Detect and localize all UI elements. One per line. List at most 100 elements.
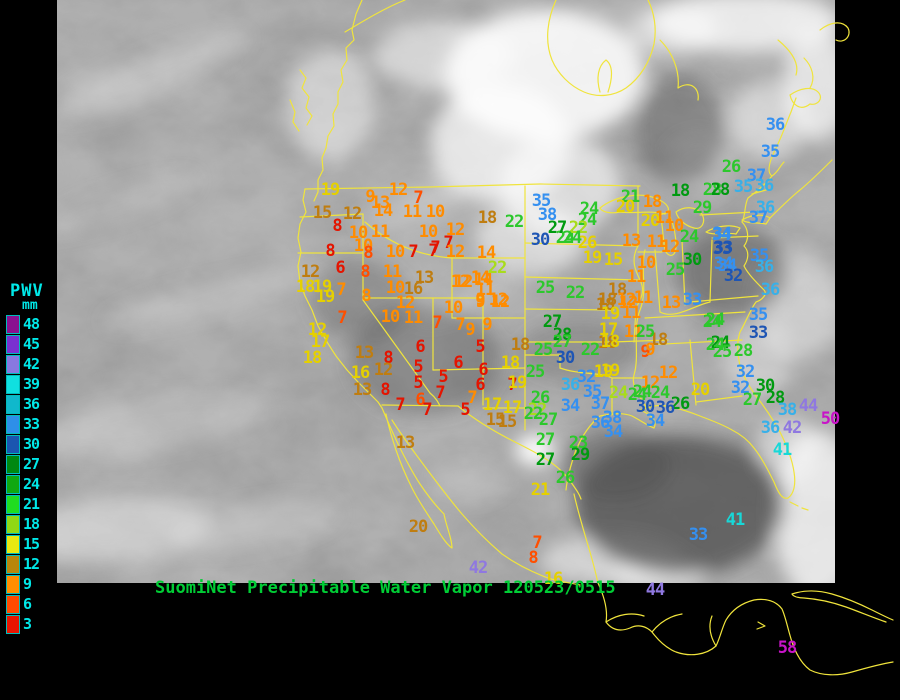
- station-value: 8: [332, 216, 342, 236]
- station-value: 16: [543, 569, 564, 589]
- station-value: 19: [600, 361, 621, 381]
- station-value: 32: [576, 367, 597, 387]
- legend-swatch: [6, 554, 20, 574]
- station-value: 36: [754, 257, 775, 277]
- station-value: 12: [307, 320, 328, 340]
- station-value: 7: [443, 233, 453, 253]
- station-value: 19: [600, 304, 621, 324]
- station-value: 12: [342, 204, 363, 224]
- station-value: 30: [555, 348, 576, 368]
- station-value: 26: [555, 468, 576, 488]
- station-value: 58: [777, 638, 798, 658]
- station-value: 24: [579, 199, 600, 219]
- station-value: 19: [582, 248, 603, 268]
- station-value: 13: [354, 343, 375, 363]
- legend-entries: 48 45 42 39 36 33 30 27 24 21 18 15 12 9 6 3: [6, 314, 66, 634]
- station-value: 34: [713, 254, 734, 274]
- legend-value: 33: [23, 415, 40, 433]
- station-value: 27: [538, 410, 559, 430]
- legend-entry: 3: [6, 614, 66, 634]
- station-value: 13: [370, 193, 391, 213]
- station-value: 7: [435, 383, 445, 403]
- station-value: 24: [705, 335, 726, 355]
- station-value: 7: [413, 188, 423, 208]
- station-value: 38: [602, 408, 623, 428]
- station-value: 11: [654, 208, 675, 228]
- station-value: 10: [348, 223, 369, 243]
- station-value: 37: [746, 166, 767, 186]
- station-value: 41: [725, 510, 746, 530]
- legend-swatch: [6, 314, 20, 334]
- station-value: 27: [535, 450, 556, 470]
- station-value: 18: [295, 277, 316, 297]
- station-value: 27: [542, 312, 563, 332]
- station-value: 38: [777, 400, 798, 420]
- station-value: 32: [723, 266, 744, 286]
- station-value: 11: [633, 288, 654, 308]
- station-value: 17: [482, 395, 503, 415]
- station-value: 36: [755, 198, 776, 218]
- station-value: 25: [635, 322, 656, 342]
- station-value: 18: [595, 295, 616, 315]
- station-value: 7: [422, 400, 432, 420]
- station-value: 15: [497, 412, 518, 432]
- legend-swatch: [6, 514, 20, 534]
- station-value: 12: [300, 262, 321, 282]
- station-value: 18: [607, 280, 628, 300]
- station-value: 6: [475, 375, 485, 395]
- station-value: 11: [402, 202, 423, 222]
- station-value: 20: [408, 517, 429, 537]
- station-value: 14: [470, 268, 491, 288]
- station-value: 11: [403, 308, 424, 328]
- station-value: 33: [682, 290, 703, 310]
- station-value: 22: [565, 283, 586, 303]
- station-value: 12: [658, 363, 679, 383]
- station-value: 29: [570, 445, 591, 465]
- station-value: 41: [772, 440, 793, 460]
- station-value: 27: [535, 430, 556, 450]
- station-value: 20: [690, 380, 711, 400]
- station-value: 32: [730, 378, 751, 398]
- station-value: 24: [562, 228, 583, 248]
- station-value: 15: [312, 203, 333, 223]
- pwv-legend: PWV mm 48 45 42 39 36 33 30 27 24 21 18 15 12 9 6 3: [6, 283, 66, 634]
- station-value: 10: [385, 242, 406, 262]
- legend-swatch: [6, 594, 20, 614]
- station-value: 5: [460, 400, 470, 420]
- legend-entry: 18: [6, 514, 66, 534]
- station-value: 9: [482, 315, 492, 335]
- station-value: 36: [760, 418, 781, 438]
- station-value: 12: [388, 180, 409, 200]
- station-value: 22: [568, 218, 589, 238]
- legend-value: 21: [23, 495, 40, 513]
- station-value: 13: [395, 433, 416, 453]
- station-value: 19: [312, 277, 333, 297]
- station-value: 11: [621, 303, 642, 323]
- station-value: 9: [645, 340, 655, 360]
- station-value: 32: [735, 362, 756, 382]
- station-value: 30: [635, 397, 656, 417]
- station-value: 26: [670, 394, 691, 414]
- station-value: 25: [535, 278, 556, 298]
- legend-swatch: [6, 354, 20, 374]
- station-value: 22: [523, 404, 544, 424]
- legend-entry: 27: [6, 454, 66, 474]
- station-value: 27: [552, 332, 573, 352]
- station-value: 35: [748, 305, 769, 325]
- station-value: 6: [478, 360, 488, 380]
- legend-swatch: [6, 414, 20, 434]
- station-value: 16: [403, 279, 424, 299]
- station-value: 11: [646, 232, 667, 252]
- station-value: 21: [530, 480, 551, 500]
- station-value: 35: [749, 246, 770, 266]
- station-value: 19: [320, 180, 341, 200]
- station-value: 33: [712, 239, 733, 259]
- legend-value: 12: [23, 555, 40, 573]
- station-value: 25: [665, 260, 686, 280]
- station-value: 18: [642, 192, 663, 212]
- station-value: 11: [382, 262, 403, 282]
- legend-value: 36: [23, 395, 40, 413]
- station-value: 11: [475, 280, 496, 300]
- legend-entry: 15: [6, 534, 66, 554]
- station-value: 27: [547, 218, 568, 238]
